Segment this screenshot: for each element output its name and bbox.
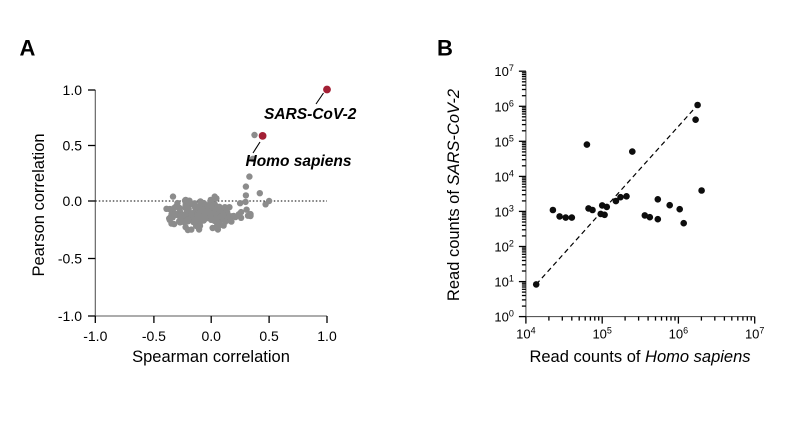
svg-text:104: 104	[494, 168, 513, 184]
svg-text:-1.0: -1.0	[83, 328, 107, 344]
svg-text:0.5: 0.5	[63, 138, 83, 154]
svg-text:107: 107	[494, 63, 513, 79]
svg-text:0.0: 0.0	[63, 193, 83, 209]
svg-text:101: 101	[494, 274, 513, 290]
svg-text:1.0: 1.0	[317, 328, 337, 344]
svg-text:1.0: 1.0	[63, 82, 83, 98]
svg-text:106: 106	[494, 98, 513, 114]
svg-text:Spearman correlation: Spearman correlation	[132, 348, 290, 366]
svg-text:SARS-CoV-2: SARS-CoV-2	[264, 106, 357, 123]
svg-text:0.0: 0.0	[201, 328, 221, 344]
svg-text:Read counts of Homo sapiens: Read counts of Homo sapiens	[529, 348, 750, 366]
svg-text:102: 102	[494, 239, 513, 255]
svg-text:-1.0: -1.0	[58, 308, 82, 324]
svg-text:100: 100	[494, 309, 513, 325]
svg-text:-0.5: -0.5	[58, 251, 82, 267]
svg-text:106: 106	[669, 326, 688, 342]
svg-text:105: 105	[494, 133, 513, 149]
svg-text:107: 107	[745, 326, 764, 342]
svg-text:Read counts of SARS-CoV-2: Read counts of SARS-CoV-2	[445, 89, 463, 301]
svg-text:103: 103	[494, 203, 513, 219]
svg-text:Pearson correlation: Pearson correlation	[30, 133, 48, 276]
svg-text:A: A	[20, 36, 36, 61]
svg-text:-0.5: -0.5	[142, 328, 166, 344]
svg-text:B: B	[437, 36, 453, 61]
svg-text:Homo sapiens: Homo sapiens	[246, 153, 352, 170]
svg-text:104: 104	[516, 326, 535, 342]
svg-text:0.5: 0.5	[259, 328, 279, 344]
svg-text:105: 105	[592, 326, 611, 342]
